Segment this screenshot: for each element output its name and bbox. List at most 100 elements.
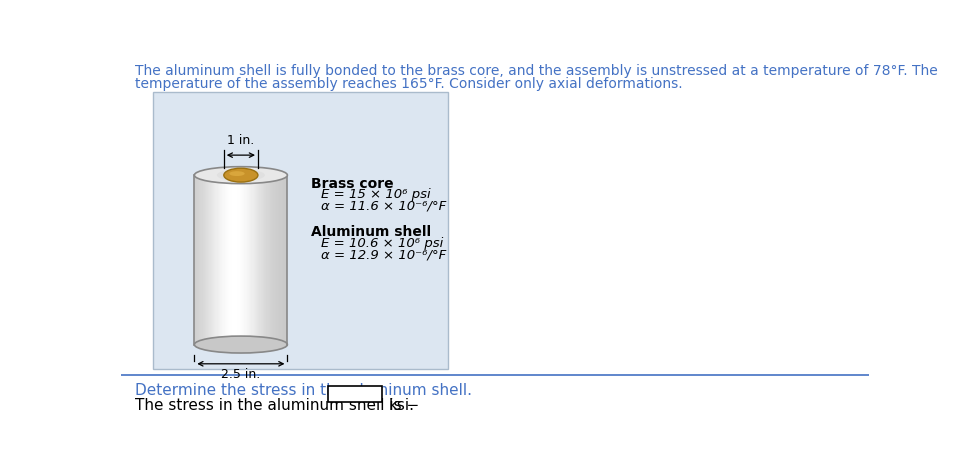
Polygon shape	[277, 175, 278, 345]
Polygon shape	[274, 175, 275, 345]
Polygon shape	[260, 175, 261, 345]
Polygon shape	[278, 175, 279, 345]
Polygon shape	[249, 175, 250, 345]
Ellipse shape	[194, 166, 287, 184]
Polygon shape	[209, 175, 210, 345]
Polygon shape	[271, 175, 272, 345]
Polygon shape	[270, 175, 271, 345]
Text: α = 11.6 × 10⁻⁶/°F: α = 11.6 × 10⁻⁶/°F	[322, 200, 446, 213]
Polygon shape	[257, 175, 258, 345]
Polygon shape	[214, 175, 215, 345]
Polygon shape	[194, 175, 195, 345]
Polygon shape	[242, 175, 243, 345]
Polygon shape	[240, 175, 241, 345]
Polygon shape	[233, 175, 234, 345]
Polygon shape	[207, 175, 209, 345]
Polygon shape	[223, 175, 225, 345]
Polygon shape	[213, 175, 214, 345]
Polygon shape	[243, 175, 244, 345]
Polygon shape	[263, 175, 264, 345]
Polygon shape	[226, 175, 227, 345]
Polygon shape	[229, 175, 231, 345]
Polygon shape	[232, 175, 233, 345]
Text: α = 12.9 × 10⁻⁶/°F: α = 12.9 × 10⁻⁶/°F	[322, 248, 446, 261]
Polygon shape	[231, 175, 232, 345]
Polygon shape	[283, 175, 284, 345]
Polygon shape	[269, 175, 270, 345]
Polygon shape	[238, 175, 239, 345]
Text: 2.5 in.: 2.5 in.	[221, 368, 261, 381]
Polygon shape	[239, 175, 240, 345]
Polygon shape	[211, 175, 212, 345]
Polygon shape	[281, 175, 283, 345]
Polygon shape	[272, 175, 273, 345]
Polygon shape	[212, 175, 213, 345]
Polygon shape	[256, 175, 257, 345]
Polygon shape	[225, 175, 226, 345]
Polygon shape	[268, 175, 269, 345]
Polygon shape	[275, 175, 277, 345]
Polygon shape	[237, 175, 238, 345]
Polygon shape	[235, 175, 237, 345]
Polygon shape	[210, 175, 211, 345]
Polygon shape	[273, 175, 274, 345]
FancyBboxPatch shape	[327, 386, 382, 402]
FancyBboxPatch shape	[154, 92, 448, 369]
Polygon shape	[286, 175, 287, 345]
Polygon shape	[197, 175, 198, 345]
Polygon shape	[206, 175, 207, 345]
Ellipse shape	[194, 336, 287, 353]
Ellipse shape	[216, 169, 265, 181]
Polygon shape	[234, 175, 235, 345]
Text: Determine the stress in the aluminum shell.: Determine the stress in the aluminum she…	[134, 383, 471, 398]
Text: The aluminum shell is fully bonded to the brass core, and the assembly is unstre: The aluminum shell is fully bonded to th…	[134, 64, 937, 78]
Polygon shape	[220, 175, 221, 345]
Polygon shape	[201, 175, 203, 345]
Text: The stress in the aluminum shell is −: The stress in the aluminum shell is −	[134, 399, 419, 413]
Polygon shape	[218, 175, 220, 345]
Polygon shape	[244, 175, 245, 345]
Polygon shape	[250, 175, 251, 345]
Polygon shape	[222, 175, 223, 345]
Polygon shape	[200, 175, 201, 345]
Polygon shape	[279, 175, 280, 345]
Text: E = 15 × 10⁶ psi: E = 15 × 10⁶ psi	[322, 188, 431, 201]
Polygon shape	[251, 175, 252, 345]
Text: temperature of the assembly reaches 165°F. Consider only axial deformations.: temperature of the assembly reaches 165°…	[134, 77, 682, 91]
Polygon shape	[217, 175, 218, 345]
Polygon shape	[264, 175, 266, 345]
Polygon shape	[284, 175, 285, 345]
Polygon shape	[228, 175, 229, 345]
Polygon shape	[227, 175, 228, 345]
Polygon shape	[252, 175, 254, 345]
Polygon shape	[267, 175, 268, 345]
Polygon shape	[241, 175, 242, 345]
Polygon shape	[199, 175, 200, 345]
Polygon shape	[195, 175, 197, 345]
Text: 1 in.: 1 in.	[227, 133, 254, 146]
Polygon shape	[198, 175, 199, 345]
Polygon shape	[203, 175, 204, 345]
Polygon shape	[216, 175, 217, 345]
Polygon shape	[204, 175, 205, 345]
Polygon shape	[246, 175, 248, 345]
Text: Brass core: Brass core	[311, 177, 393, 191]
Polygon shape	[248, 175, 249, 345]
Polygon shape	[255, 175, 256, 345]
Polygon shape	[280, 175, 281, 345]
Polygon shape	[262, 175, 263, 345]
Polygon shape	[215, 175, 216, 345]
Ellipse shape	[224, 168, 258, 182]
Text: Aluminum shell: Aluminum shell	[311, 225, 431, 239]
Text: ksi.: ksi.	[388, 399, 414, 413]
Polygon shape	[205, 175, 206, 345]
Ellipse shape	[229, 171, 244, 176]
Polygon shape	[285, 175, 286, 345]
Polygon shape	[254, 175, 255, 345]
Text: E = 10.6 × 10⁶ psi: E = 10.6 × 10⁶ psi	[322, 237, 443, 250]
Polygon shape	[245, 175, 246, 345]
Polygon shape	[221, 175, 222, 345]
Polygon shape	[261, 175, 262, 345]
Polygon shape	[258, 175, 260, 345]
Polygon shape	[266, 175, 267, 345]
